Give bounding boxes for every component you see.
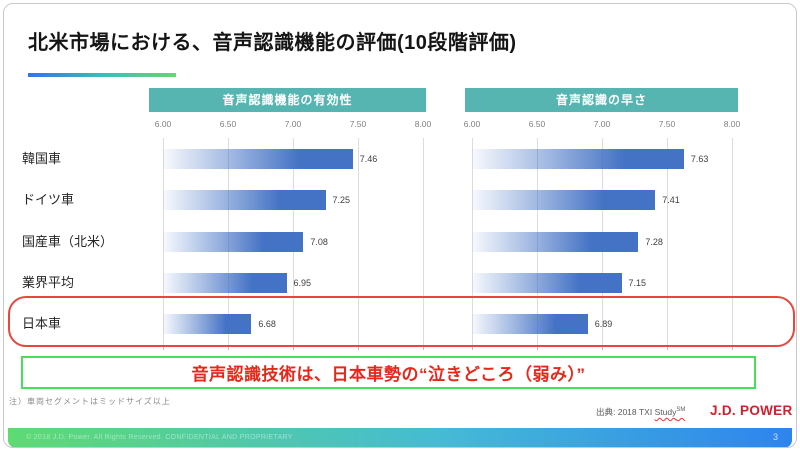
bar-日本車 bbox=[472, 314, 588, 335]
axis-tick bbox=[163, 345, 164, 350]
bar-業界平均 bbox=[472, 272, 622, 293]
callout-text: 音声認識技術は、日本車勢の“泣きどころ（弱み）” bbox=[191, 365, 586, 384]
category-label-国産車（北米）: 国産車（北米） bbox=[22, 233, 114, 249]
axis-tick bbox=[667, 345, 668, 350]
axis-tick bbox=[472, 345, 473, 350]
x-axis-tick-label: 7.00 bbox=[593, 119, 611, 129]
value-label: 7.46 bbox=[359, 153, 378, 164]
bar-ドイツ車 bbox=[472, 190, 656, 211]
x-axis-tick-label: 6.50 bbox=[528, 119, 546, 129]
x-axis-tick-label: 7.50 bbox=[658, 119, 676, 129]
chart-effectiveness-plot: 6.00 6.50 7.00 7.50 8.00 7.46 7.25 7.08 6.95 6.68 bbox=[155, 119, 431, 350]
axis-tick bbox=[602, 345, 603, 350]
gridline bbox=[732, 138, 733, 345]
axis-tick bbox=[293, 345, 294, 350]
axis-tick bbox=[423, 345, 424, 350]
footnote: 注）車両セグメントはミッドサイズ以上 bbox=[9, 397, 171, 406]
footer-bar: © 2018 J.D. Power. All Rights Reserved. … bbox=[8, 428, 792, 448]
axis-tick bbox=[732, 345, 733, 350]
bar-韓国車 bbox=[472, 148, 684, 169]
x-axis-tick-label: 7.00 bbox=[284, 119, 302, 129]
value-label: 6.95 bbox=[293, 277, 312, 288]
page-number: 3 bbox=[772, 432, 778, 442]
gridline bbox=[667, 138, 668, 345]
title-underline bbox=[28, 73, 176, 77]
bar-日本車 bbox=[163, 314, 252, 335]
chart-header-speed: 音声認識の早さ bbox=[465, 88, 738, 112]
x-axis-tick-label: 8.00 bbox=[414, 119, 432, 129]
bar-業界平均 bbox=[163, 272, 287, 293]
x-axis-tick-label: 7.50 bbox=[349, 119, 367, 129]
chart-speed-plot: 6.00 6.50 7.00 7.50 8.00 7.63 7.41 7.28 7.15 6.89 bbox=[464, 119, 740, 350]
bar-国産車（北米） bbox=[163, 231, 304, 252]
source-prefix: 出典: 2018 TXI bbox=[596, 407, 655, 417]
bar-ドイツ車 bbox=[163, 190, 326, 211]
service-mark: SM bbox=[676, 407, 686, 414]
value-label: 7.15 bbox=[628, 277, 647, 288]
x-axis-tick-label: 6.50 bbox=[219, 119, 237, 129]
x-axis-tick-label: 6.00 bbox=[154, 119, 172, 129]
source-citation: 出典: 2018 TXI StudySM bbox=[596, 406, 685, 418]
x-axis-tick-label: 8.00 bbox=[723, 119, 741, 129]
axis-tick bbox=[537, 345, 538, 350]
x-axis-tick-label: 6.00 bbox=[463, 119, 481, 129]
page-title: 北米市場における、音声認識機能の評価(10段階評価) bbox=[28, 32, 517, 54]
value-label: 7.41 bbox=[662, 195, 680, 206]
axis-tick bbox=[228, 345, 229, 350]
value-label: 7.08 bbox=[310, 236, 328, 247]
category-label-業界平均: 業界平均 bbox=[22, 274, 75, 290]
bar-韓国車 bbox=[163, 148, 353, 169]
gridline bbox=[358, 138, 359, 345]
category-label-韓国車: 韓国車 bbox=[22, 150, 62, 166]
value-label: 7.28 bbox=[645, 236, 663, 247]
value-label: 6.89 bbox=[594, 319, 613, 330]
japan-row-highlight-box bbox=[8, 296, 795, 347]
value-label: 6.68 bbox=[258, 319, 276, 330]
gridline bbox=[423, 138, 424, 345]
category-label-ドイツ車: ドイツ車 bbox=[22, 192, 75, 208]
value-label: 7.25 bbox=[332, 195, 351, 206]
jdpower-logo: J.D. POWER bbox=[710, 403, 793, 418]
callout-box: 音声認識技術は、日本車勢の“泣きどころ（弱み）” bbox=[21, 356, 756, 389]
axis-tick bbox=[358, 345, 359, 350]
footer-copyright: © 2018 J.D. Power. All Rights Reserved. … bbox=[26, 434, 293, 441]
value-label: 7.63 bbox=[690, 153, 709, 164]
source-study-name: StudySM bbox=[654, 407, 686, 417]
chart-header-effectiveness: 音声認識機能の有効性 bbox=[149, 88, 426, 112]
category-label-日本車: 日本車 bbox=[22, 316, 62, 332]
bar-国産車（北米） bbox=[472, 231, 639, 252]
